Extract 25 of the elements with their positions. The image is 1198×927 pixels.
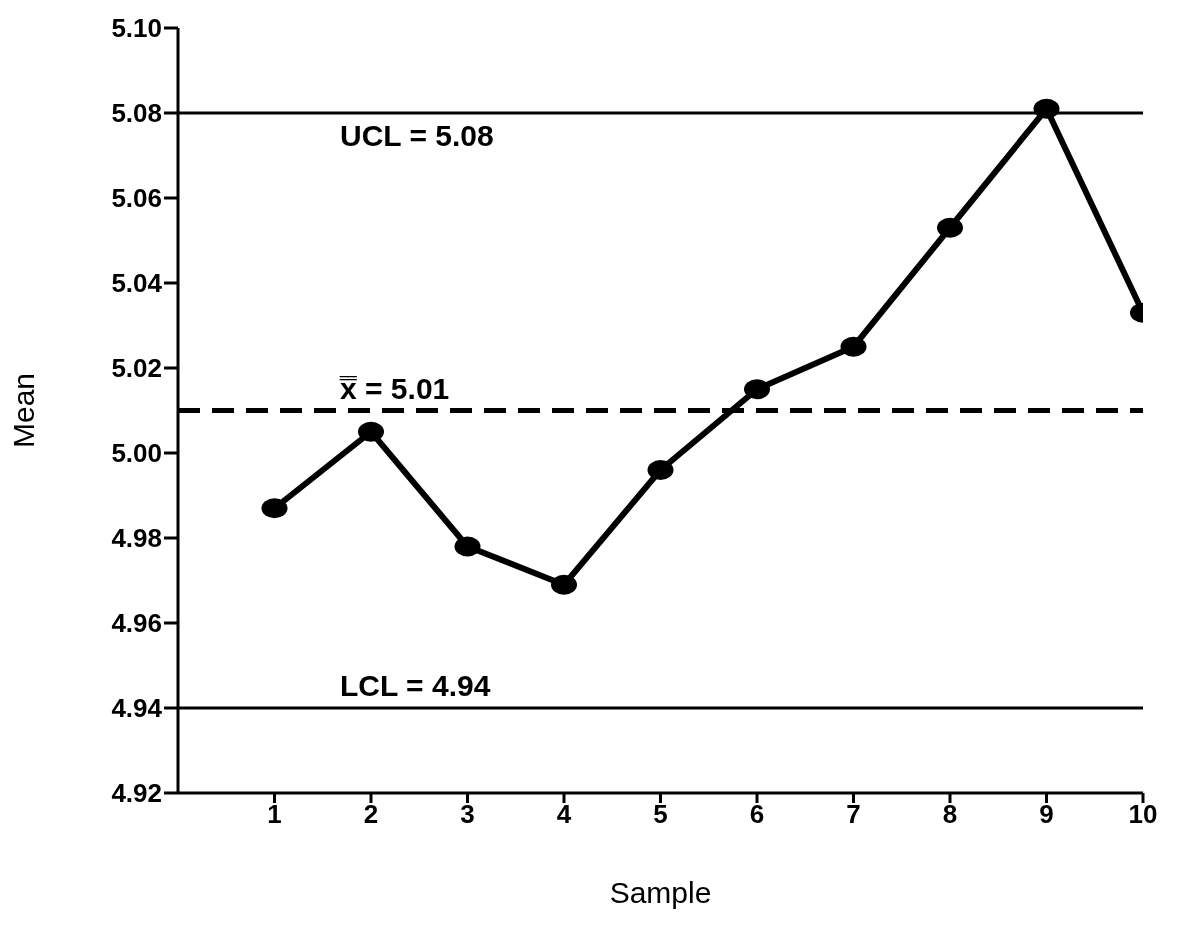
- x-tick-label: 4: [556, 799, 572, 830]
- x-tick-label: 8: [942, 799, 958, 830]
- ref-line-label: LCL = 4.94: [340, 669, 491, 702]
- y-tick-label: 4.96: [111, 608, 162, 639]
- y-tick-label: 5.08: [111, 98, 162, 129]
- x-tick-label: 10: [1128, 799, 1158, 830]
- y-tick-label: 4.92: [111, 778, 162, 809]
- x-tick-label: 5: [653, 799, 668, 830]
- x-tick-label: 7: [846, 799, 861, 830]
- y-tick-label: 4.98: [111, 523, 162, 554]
- ref-line-label: UCL = 5.08: [340, 119, 494, 153]
- x-axis-title: Sample: [609, 876, 712, 909]
- x-tick-label: 6: [749, 799, 765, 830]
- x-tick-label: 9: [1039, 799, 1054, 830]
- y-tick-label: 4.94: [111, 693, 163, 724]
- y-tick-label: 5.02: [111, 353, 162, 384]
- x-tick-label: 2: [363, 799, 379, 830]
- y-axis-title: Mean: [6, 372, 40, 449]
- y-tick-label: 5.00: [111, 438, 162, 469]
- y-tick-label: 5.04: [111, 268, 163, 299]
- y-tick-label: 5.06: [111, 183, 162, 214]
- x-tick-label: 3: [460, 799, 475, 830]
- y-tick-label: 5.10: [111, 13, 162, 44]
- ref-line-label: x̿ = 5.01: [339, 371, 450, 405]
- x-tick-label: 1: [267, 799, 282, 830]
